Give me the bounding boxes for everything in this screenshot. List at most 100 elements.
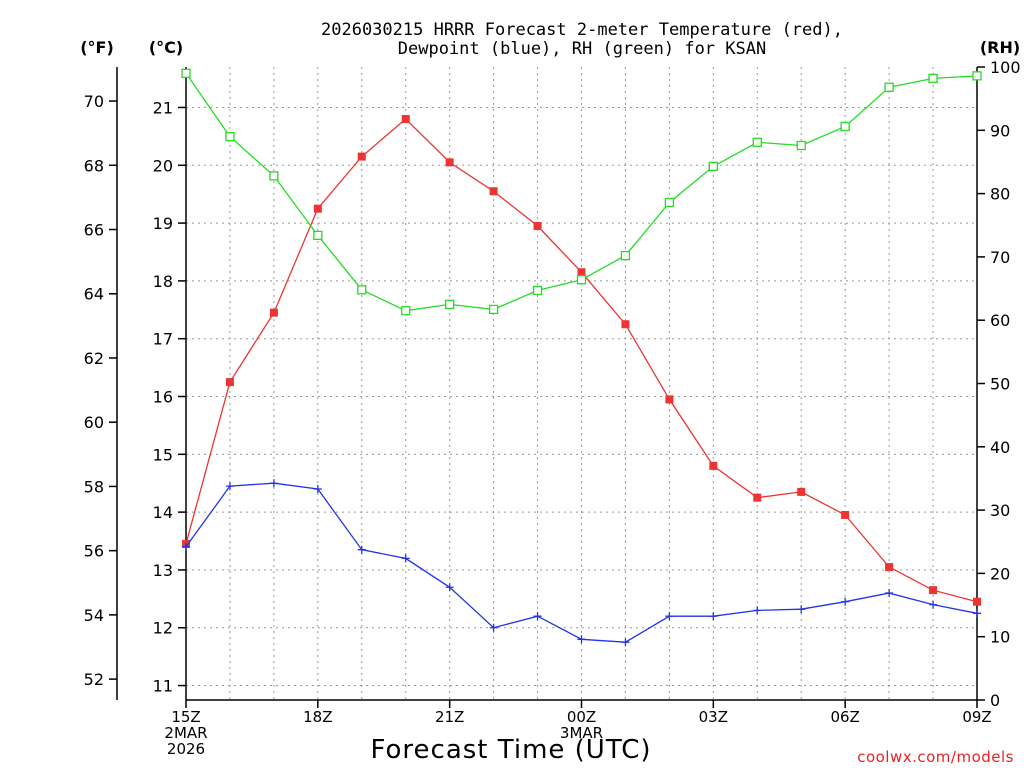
temperature-point bbox=[225, 378, 234, 387]
celsius-tick-label: 20 bbox=[153, 156, 173, 175]
dewpoint-point bbox=[489, 623, 498, 632]
fahrenheit-tick-label: 60 bbox=[84, 413, 104, 432]
x-tick-label: 18Z bbox=[303, 708, 332, 726]
temperature-point bbox=[797, 487, 806, 496]
rh-tick-label: 60 bbox=[990, 311, 1010, 330]
celsius-tick-label: 13 bbox=[153, 561, 173, 580]
rh-point bbox=[752, 137, 762, 147]
rh-point bbox=[664, 197, 675, 208]
celsius-tick-label: 18 bbox=[153, 272, 173, 291]
fahrenheit-tick-label: 58 bbox=[84, 477, 104, 496]
chart-title-line1: 2026030215 HRRR Forecast 2-meter Tempera… bbox=[321, 20, 843, 40]
rh-point bbox=[884, 82, 894, 92]
rh-point bbox=[225, 131, 235, 142]
temperature-point bbox=[973, 597, 981, 606]
x-tick-label: 03Z bbox=[699, 708, 728, 726]
celsius-tick-label: 17 bbox=[153, 330, 173, 349]
rh-tick-label: 50 bbox=[990, 375, 1010, 394]
rh-tick-label: 20 bbox=[990, 564, 1010, 583]
rh-tick-label: 30 bbox=[990, 501, 1010, 520]
rh-tick-label: 90 bbox=[990, 121, 1010, 140]
rh-point bbox=[269, 171, 279, 181]
x-tick-label: 21Z bbox=[435, 708, 464, 726]
dewpoint-point bbox=[445, 583, 454, 592]
x-tick-label: 2MAR bbox=[164, 724, 207, 742]
dewpoint-point bbox=[841, 597, 850, 606]
rh-point bbox=[972, 71, 982, 81]
celsius-tick-label: 11 bbox=[153, 677, 173, 696]
celsius-tick-label: 14 bbox=[153, 503, 173, 522]
temperature-point bbox=[489, 187, 498, 196]
x-tick-label: 3MAR bbox=[560, 724, 603, 742]
rh-point bbox=[313, 230, 323, 241]
rh-point bbox=[928, 73, 938, 84]
celsius-tick-label: 15 bbox=[153, 445, 173, 464]
dewpoint-point bbox=[929, 600, 938, 609]
celsius-unit-label: (°C) bbox=[149, 38, 183, 57]
data-series bbox=[181, 68, 982, 647]
dewpoint-point bbox=[225, 482, 234, 491]
x-axis-label: Forecast Time (UTC) bbox=[370, 735, 651, 765]
dewpoint-point bbox=[885, 589, 894, 598]
fahrenheit-unit-label: (°F) bbox=[80, 38, 114, 57]
celsius-tick-label: 16 bbox=[153, 388, 173, 407]
temperature-point bbox=[445, 158, 454, 167]
dewpoint-point bbox=[313, 485, 322, 493]
rh-tick-label: 0 bbox=[990, 691, 1000, 710]
fahrenheit-tick-label: 52 bbox=[84, 670, 104, 689]
temperature-point bbox=[269, 308, 278, 317]
rh-point bbox=[840, 121, 850, 132]
rh-point bbox=[401, 306, 411, 316]
temperature-point bbox=[357, 152, 366, 161]
rh-point bbox=[532, 285, 543, 296]
fahrenheit-tick-label: 68 bbox=[84, 156, 104, 175]
rh-unit-label: (RH) bbox=[980, 38, 1020, 57]
dewpoint-point bbox=[973, 609, 981, 618]
rh-point bbox=[796, 140, 806, 151]
dewpoint-point bbox=[269, 479, 278, 488]
temperature-point bbox=[665, 395, 674, 404]
x-tick-label: 15Z bbox=[171, 708, 200, 726]
rh-point bbox=[488, 304, 499, 315]
fahrenheit-tick-label: 62 bbox=[84, 349, 104, 368]
x-tick-label: 00Z bbox=[567, 708, 596, 726]
fahrenheit-tick-label: 56 bbox=[84, 542, 104, 561]
temperature-point bbox=[401, 115, 410, 124]
dewpoint-point bbox=[753, 606, 762, 615]
dewpoint-point bbox=[401, 554, 410, 563]
dewpoint-point bbox=[797, 605, 806, 614]
temperature-point bbox=[533, 221, 542, 230]
dewpoint-point bbox=[621, 638, 630, 647]
rh-point bbox=[708, 161, 718, 172]
dewpoint-point bbox=[182, 542, 190, 551]
temperature-point bbox=[753, 493, 762, 502]
temperature-point bbox=[709, 461, 718, 470]
dewpoint-point bbox=[665, 612, 674, 621]
rh-point bbox=[357, 285, 367, 295]
celsius-tick-label: 19 bbox=[153, 214, 173, 233]
fahrenheit-tick-label: 64 bbox=[84, 285, 104, 304]
rh-tick-label: 10 bbox=[990, 628, 1010, 647]
grid-lines bbox=[186, 67, 977, 700]
rh-tick-label: 80 bbox=[990, 185, 1010, 204]
temperature-point bbox=[313, 204, 322, 213]
temperature-point bbox=[885, 563, 894, 572]
rh-point bbox=[576, 275, 587, 285]
rh-tick-label: 40 bbox=[990, 438, 1010, 457]
dewpoint-point bbox=[709, 612, 718, 621]
fahrenheit-tick-label: 70 bbox=[84, 92, 104, 111]
temperature-point bbox=[841, 511, 850, 520]
dewpoint-point bbox=[533, 612, 542, 621]
dewpoint-line bbox=[185, 482, 978, 643]
dewpoint-point bbox=[577, 635, 586, 644]
rh-tick-label: 100 bbox=[990, 58, 1021, 77]
axes: 11 12 13 14 15 16 17 18 19 20 21 52 54 56 58 60 62 64 66 68… bbox=[84, 58, 1021, 758]
credit-text: coolwx.com/models bbox=[857, 748, 1014, 766]
fahrenheit-tick-label: 66 bbox=[84, 221, 104, 240]
celsius-tick-label: 12 bbox=[153, 619, 173, 638]
dewpoint-point bbox=[357, 545, 366, 554]
chart-title-line2: Dewpoint (blue), RH (green) for KSAN bbox=[398, 39, 766, 59]
x-tick-label: 06Z bbox=[830, 708, 859, 726]
temperature-point bbox=[929, 586, 938, 595]
